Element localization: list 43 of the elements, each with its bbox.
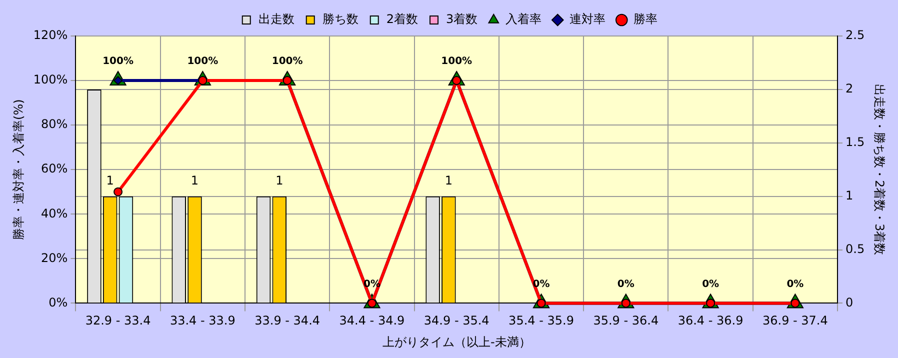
data-label: 100% bbox=[102, 56, 134, 68]
y-tick-label: 120% bbox=[33, 28, 68, 42]
legend-label: 出走数 bbox=[258, 12, 294, 26]
y-tick-label: 100% bbox=[33, 72, 68, 87]
data-label: 1 bbox=[444, 173, 452, 188]
data-label: 100% bbox=[441, 56, 472, 68]
y-axis-title: 勝率・連対率・入着率(%) bbox=[11, 99, 26, 240]
y-tick-label: 40% bbox=[41, 206, 68, 220]
x-tick-label: 35.4 - 35.9 bbox=[508, 314, 574, 328]
x-tick-label: 36.9 - 37.4 bbox=[762, 314, 828, 328]
y2-tick-label: 2.5 bbox=[846, 28, 865, 42]
x-tick-label: 34.4 - 34.9 bbox=[339, 314, 405, 328]
legend-label: 連対率 bbox=[570, 12, 606, 26]
data-label: 0% bbox=[786, 278, 804, 290]
data-label: 1 bbox=[276, 173, 284, 188]
legend-label: 勝ち数 bbox=[322, 12, 358, 26]
y-tick-label: 80% bbox=[41, 117, 68, 132]
y2-tick-label: 0 bbox=[846, 295, 854, 310]
x-tick-label: 32.9 - 33.4 bbox=[85, 314, 151, 328]
x-tick-label: 35.9 - 36.4 bbox=[593, 314, 659, 328]
legend-label: 3着数 bbox=[446, 12, 478, 26]
y-tick-label: 20% bbox=[41, 250, 68, 265]
legend-label: 勝率 bbox=[634, 12, 658, 26]
x-axis-title: 上がりタイム（以上-未満） bbox=[382, 334, 531, 349]
y2-tick-label: 2 bbox=[846, 82, 854, 96]
y2-tick-label: 1.5 bbox=[846, 135, 865, 150]
y2-axis-title: 出走数・勝ち数・2着数・3着数 bbox=[872, 84, 887, 256]
data-label: 100% bbox=[272, 56, 303, 68]
legend-label: 2着数 bbox=[386, 12, 418, 26]
x-tick-label: 36.4 - 36.9 bbox=[678, 314, 744, 328]
y-tick-label: 60% bbox=[41, 162, 68, 176]
data-label: 100% bbox=[187, 56, 218, 68]
data-label: 0% bbox=[617, 278, 634, 290]
data-label: 0% bbox=[702, 278, 720, 290]
data-label: 1 bbox=[190, 173, 199, 188]
x-tick-label: 34.9 - 35.4 bbox=[424, 314, 490, 328]
x-tick-label: 33.9 - 34.4 bbox=[254, 314, 320, 328]
y-tick-label: 0% bbox=[48, 295, 68, 310]
x-tick-label: 33.4 - 33.9 bbox=[170, 314, 236, 328]
y2-tick-label: 1 bbox=[846, 188, 854, 202]
data-label: 1 bbox=[106, 173, 114, 188]
legend-label: 入着率 bbox=[506, 12, 542, 26]
y2-tick-label: 0.5 bbox=[846, 242, 865, 256]
